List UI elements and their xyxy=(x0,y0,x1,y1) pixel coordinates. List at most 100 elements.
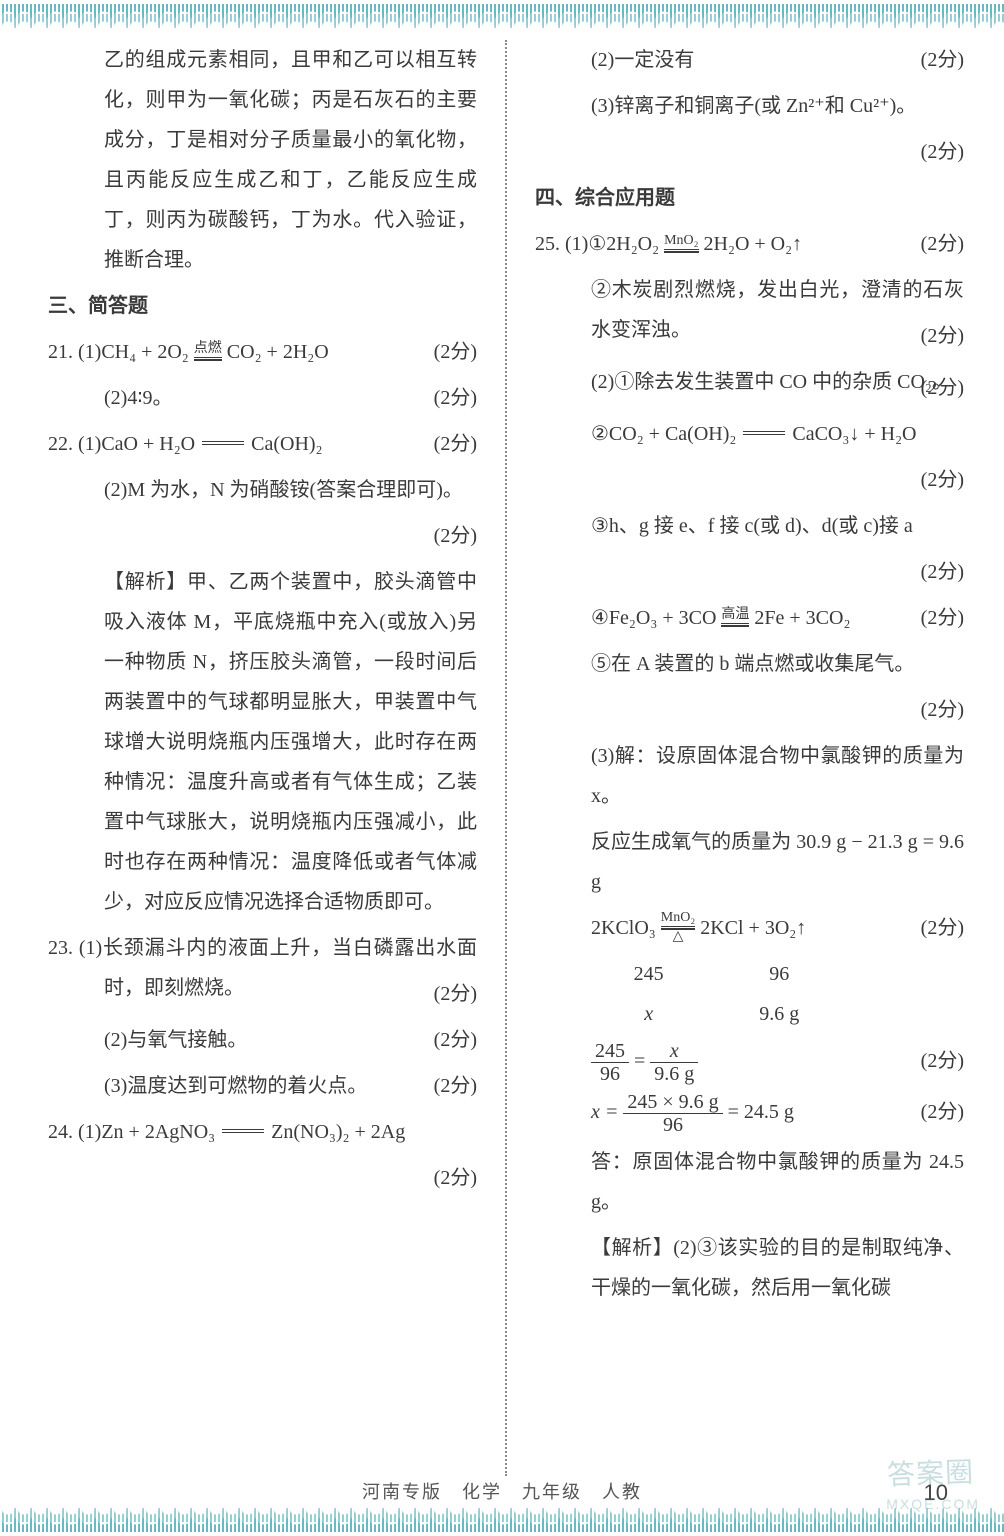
q23-p1-points: (2分) xyxy=(426,974,477,1014)
q25-p2d-cond: 高温 xyxy=(721,608,749,622)
q25-p1-cond: MnO₂ xyxy=(664,234,698,248)
q25-p2d-points: (2分) xyxy=(913,598,964,638)
q23-part3: (3)温度达到可燃物的着火点。 (2分) xyxy=(48,1066,477,1106)
q21-p2-points: (2分) xyxy=(426,378,477,418)
q22-p2-points-row: (2分) xyxy=(48,516,477,556)
q25-stoich: 245 96 x 9.6 g xyxy=(535,954,964,1034)
stoich-96: 96 xyxy=(706,954,852,994)
q21-p1-cond: 点燃 xyxy=(194,342,222,356)
q25-p1-suffix: 2H₂O + O₂↑ xyxy=(704,233,803,255)
q25-p1-arrow: MnO₂ xyxy=(664,234,698,253)
q21-p1-suffix: CO₂ + 2H₂O xyxy=(227,341,329,363)
solve-d: 96 xyxy=(623,1114,722,1136)
q24-part1: 24. (1)Zn + 2AgNO₃ Zn(NO₃)₂ + 2Ag xyxy=(48,1112,477,1152)
q25-2-3-text: ③h、g 接 e、f 接 c(或 d)、d(或 c)接 a xyxy=(535,506,964,546)
q22-p1-arrow xyxy=(202,441,244,443)
q24-p1-suffix: Zn(NO₃)₂ + 2Ag xyxy=(271,1121,405,1143)
footer-text: 河南专版 化学 九年级 人教 xyxy=(0,1478,1004,1504)
q25-p2a-points: (2分) xyxy=(913,368,964,408)
q25-solve: x = 245 × 9.6 g 96 = 24.5 g (2分) xyxy=(535,1091,964,1136)
q25-answer: 答：原固体混合物中氯酸钾的质量为 24.5 g。 xyxy=(535,1142,964,1222)
q25-p3eq-suffix: 2KCl + 3O₂↑ xyxy=(700,917,806,939)
q22-p2-points: (2分) xyxy=(426,516,477,556)
q24-p2-points: (2分) xyxy=(913,40,964,80)
q25-p1-prefix: 25. (1)①2H₂O₂ xyxy=(535,233,664,255)
q25-2-2: ②CO₂ + Ca(OH)₂ CaCO₃↓ + H₂O xyxy=(535,414,964,454)
q21-part2: (2)4∶9。 (2分) xyxy=(48,378,477,418)
top-wave-border-2 xyxy=(0,14,1004,28)
column-divider xyxy=(505,40,507,1476)
q25-p2b-points: (2分) xyxy=(913,460,964,500)
q24-p1-arrow xyxy=(222,1129,264,1131)
q25-p2d-suffix: 2Fe + 3CO₂ xyxy=(754,607,850,629)
q22-p1-points: (2分) xyxy=(426,424,477,464)
q21-p1-points: (2分) xyxy=(426,332,477,372)
q24-p1-prefix: 24. (1)Zn + 2AgNO₃ xyxy=(48,1121,220,1143)
q23-part2: (2)与氧气接触。 (2分) xyxy=(48,1020,477,1060)
q25-2-4: ④Fe₂O₃ + 3CO 高温 2Fe + 3CO₂ (2分) xyxy=(535,598,964,638)
q21-p1-prefix: 21. (1)CH₄ + 2O₂ xyxy=(48,341,194,363)
q25-p2d-prefix: ④Fe₂O₃ + 3CO xyxy=(591,607,721,629)
q22-analysis: 【解析】甲、乙两个装置中，胶头滴管中吸入液体 M，平底烧瓶中充入(或放入)另一种… xyxy=(48,562,477,922)
q25-p3eq-bot: △ xyxy=(661,930,695,944)
q22-p1-prefix: 22. (1)CaO + H₂O xyxy=(48,433,200,455)
q22-part2: (2)M 为水，N 为硝酸铵(答案合理即可)。 xyxy=(48,470,477,510)
q25-p2b-prefix: ②CO₂ + Ca(OH)₂ xyxy=(591,423,741,445)
stoich-245: 245 xyxy=(591,954,706,994)
frac-r-d: 9.6 g xyxy=(650,1063,698,1085)
q25-p3eq-arrow: MnO₂ △ xyxy=(661,911,695,944)
q24-p3-points: (2分) xyxy=(913,132,964,172)
q25-2-3-pts: (2分) xyxy=(535,552,964,592)
q25-p3eq-points: (2分) xyxy=(913,908,964,948)
solve-points: (2分) xyxy=(913,1092,964,1132)
q25-p2b-arrow xyxy=(743,431,785,433)
q20-continuation: 乙的组成元素相同，且甲和乙可以相互转化，则甲为一氧化碳；丙是石灰石的主要成分，丁… xyxy=(48,40,477,280)
q25-3-eq: 2KClO₃ MnO₂ △ 2KCl + 3O₂↑ (2分) xyxy=(535,908,964,948)
q23-p2-text: (2)与氧气接触。 xyxy=(104,1020,426,1060)
q23-p2-points: (2分) xyxy=(426,1020,477,1060)
q22-part1: 22. (1)CaO + H₂O Ca(OH)₂ (2分) xyxy=(48,424,477,464)
frac-r-n: x xyxy=(650,1040,698,1063)
q24-p1-points: (2分) xyxy=(426,1158,477,1198)
q25-2-5-text: ⑤在 A 装置的 b 端点燃或收集尾气。 xyxy=(535,644,964,684)
q25-1-1: 25. (1)①2H₂O₂ MnO₂ 2H₂O + O₂↑ (2分) xyxy=(535,224,964,264)
q23-p3-points: (2分) xyxy=(426,1066,477,1106)
q25-p1-points: (2分) xyxy=(913,224,964,264)
q25-p3eq-prefix: 2KClO₃ xyxy=(591,917,661,939)
q25-3-intro: (3)解：设原固体混合物中氯酸钾的质量为 x。 xyxy=(535,736,964,816)
frac-right: x 9.6 g xyxy=(650,1040,698,1085)
section-4-heading: 四、综合应用题 xyxy=(535,178,964,218)
frac-l-n: 245 xyxy=(591,1040,629,1063)
q25-p3eq-top: MnO₂ xyxy=(661,911,695,925)
q24-part3: (3)锌离子和铜离子(或 Zn²⁺和 Cu²⁺)。 xyxy=(535,86,964,126)
stoich-x: x xyxy=(591,994,706,1034)
q24-part2: (2)一定没有 (2分) xyxy=(535,40,964,80)
q25-analysis: 【解析】(2)③该实验的目的是制取纯净、干燥的一氧化碳，然后用一氧化碳 xyxy=(535,1228,964,1308)
q22-p1-suffix: Ca(OH)₂ xyxy=(251,433,322,455)
frac-eq: = xyxy=(634,1050,650,1072)
q25-3-mass: 反应生成氧气的质量为 30.9 g − 21.3 g = 9.6 g xyxy=(535,822,964,902)
q25-proportion: 245 96 = x 9.6 g (2分) xyxy=(535,1040,964,1085)
q24-p1-points-row: (2分) xyxy=(48,1158,477,1198)
frac-l-d: 96 xyxy=(591,1063,629,1085)
q25-p2e-points: (2分) xyxy=(913,690,964,730)
q25-p2b-suffix: CaCO₃↓ + H₂O xyxy=(792,423,916,445)
solve-suffix: = 24.5 g xyxy=(728,1101,794,1123)
q25-2-1-text: (2)①除去发生装置中 CO 中的杂质 CO₂。 xyxy=(535,362,964,402)
q24-p3-points-row: (2分) xyxy=(535,132,964,172)
q25-p1b-points: (2分) xyxy=(913,316,964,356)
q25-p2c-points: (2分) xyxy=(913,552,964,592)
q21-p2-text: (2)4∶9。 xyxy=(104,378,426,418)
left-column: 乙的组成元素相同，且甲和乙可以相互转化，则甲为一氧化碳；丙是石灰石的主要成分，丁… xyxy=(48,40,477,1476)
solve-n: 245 × 9.6 g xyxy=(623,1091,722,1114)
section-3-heading: 三、简答题 xyxy=(48,286,477,326)
bottom-wave-border-2 xyxy=(0,1508,1004,1522)
q24-p2-text: (2)一定没有 xyxy=(591,40,913,80)
frac-points: (2分) xyxy=(913,1041,964,1081)
q25-2-5-pts: (2分) xyxy=(535,690,964,730)
solve-frac: 245 × 9.6 g 96 xyxy=(623,1091,722,1136)
q25-2-2-pts: (2分) xyxy=(535,460,964,500)
q25-p2d-arrow: 高温 xyxy=(721,608,749,627)
q21-p1-arrow: 点燃 xyxy=(194,342,222,361)
solve-prefix: x = xyxy=(591,1101,623,1123)
